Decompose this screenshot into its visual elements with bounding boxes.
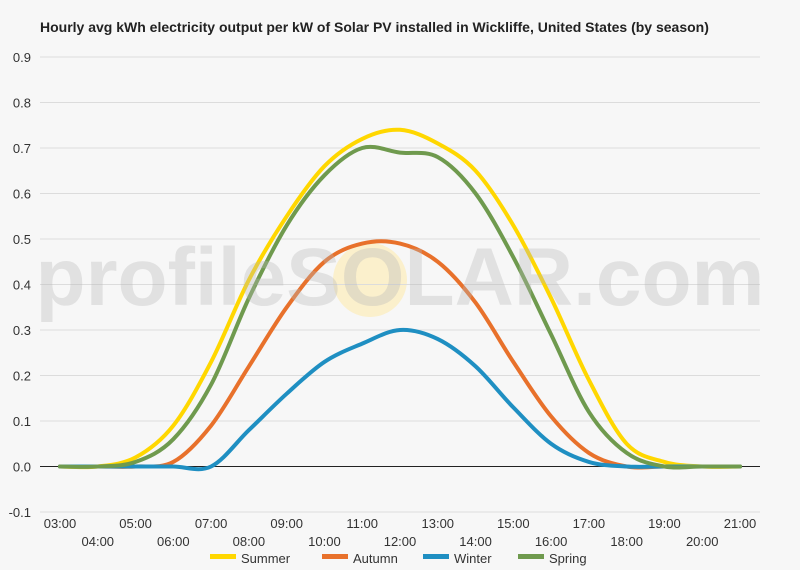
y-tick-label: 0.1 (13, 414, 31, 429)
legend-label-spring: Spring (549, 551, 587, 566)
y-tick-label: 0.0 (13, 460, 31, 475)
legend-swatch-winter (423, 554, 449, 559)
watermark: profileSOLAR.com (36, 232, 765, 323)
watermark-sun-circle (333, 243, 407, 317)
series-line-spring (58, 144, 742, 470)
x-tick-label: 03:00 (44, 516, 77, 531)
legend-label-autumn: Autumn (353, 551, 398, 566)
legend: Summer Autumn Winter Spring (210, 551, 587, 566)
x-tick-label: 17:00 (573, 516, 606, 531)
x-tick-label: 09:00 (270, 516, 303, 531)
legend-swatch-autumn (322, 554, 348, 559)
watermark-sun-logo (333, 243, 407, 317)
y-tick-label: 0.8 (13, 96, 31, 111)
watermark-text: profileSOLAR.com (36, 232, 765, 323)
x-tick-label: 08:00 (233, 534, 266, 549)
legend-label-summer: Summer (241, 551, 291, 566)
x-tick-label: 05:00 (119, 516, 152, 531)
x-tick-label: 06:00 (157, 534, 190, 549)
x-tick-label: 16:00 (535, 534, 568, 549)
x-tick-label: 07:00 (195, 516, 228, 531)
y-tick-label: 0.4 (13, 278, 31, 293)
y-tick-label: 0.7 (13, 141, 31, 156)
chart-title: Hourly avg kWh electricity output per kW… (40, 19, 709, 35)
x-tick-label: 20:00 (686, 534, 719, 549)
y-tick-label: 0.6 (13, 187, 31, 202)
x-tick-label: 21:00 (724, 516, 757, 531)
x-tick-label: 10:00 (308, 534, 341, 549)
x-tick-label: 14:00 (459, 534, 492, 549)
x-tick-label: 18:00 (610, 534, 643, 549)
x-tick-label: 13:00 (422, 516, 455, 531)
x-tick-label: 11:00 (346, 516, 378, 531)
x-tick-label: 12:00 (384, 534, 417, 549)
legend-label-winter: Winter (454, 551, 492, 566)
y-axis-tick-labels: -0.1 0.0 0.1 0.2 0.3 0.4 0.5 0.6 0.7 0.8 0.9 (9, 50, 31, 520)
x-axis-tick-labels: 03:00 04:00 05:00 06:00 07:00 08:00 09:00 10:00… (44, 516, 757, 549)
series-lines (58, 127, 742, 472)
series-line-winter (58, 327, 742, 472)
x-tick-label: 19:00 (648, 516, 681, 531)
legend-swatch-spring (518, 554, 544, 559)
y-tick-label: 0.2 (13, 369, 31, 384)
y-tick-label: 0.5 (13, 232, 31, 247)
x-tick-label: 04:00 (82, 534, 115, 549)
y-tick-label: -0.1 (9, 505, 31, 520)
legend-swatch-summer (210, 554, 236, 559)
x-tick-label: 15:00 (497, 516, 530, 531)
y-tick-label: 0.3 (13, 323, 31, 338)
y-tick-label: 0.9 (13, 50, 31, 65)
series-line-summer (58, 127, 742, 470)
